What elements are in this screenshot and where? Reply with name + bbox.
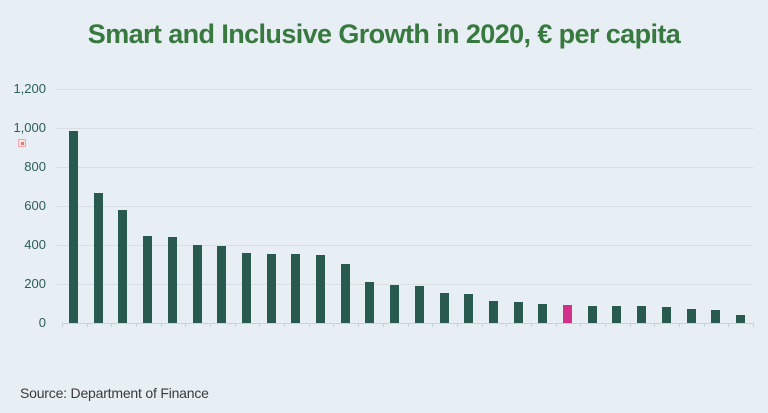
x-axis-tick [506,323,508,327]
x-axis-tick [284,323,286,327]
x-axis-tick [678,323,680,327]
bar-chart-plot-area [56,89,754,327]
gridline [56,89,753,90]
bar [241,253,251,323]
x-axis-tick [407,323,409,327]
chart-title: Smart and Inclusive Growth in 2020, € pe… [87,19,681,49]
y-axis-tick-label: 0 [38,315,46,330]
broken-image-glyph [20,141,24,145]
x-axis-tick [456,323,458,327]
gridline [56,128,753,129]
y-axis-tick-label: 600 [24,198,46,213]
x-axis-tick [308,323,310,327]
x-axis-tick [604,323,606,327]
x-axis-tick [234,323,236,327]
bar [587,306,597,323]
bar [735,315,745,323]
bar [266,254,276,323]
bar [488,301,498,323]
gridline [56,167,753,168]
gridline [56,284,753,285]
x-axis-tick [358,323,360,327]
bar [637,306,647,323]
bar-highlighted [563,305,572,323]
x-axis-tick [654,323,656,327]
gridline [56,245,753,246]
bar [340,264,350,323]
x-axis-tick [333,323,335,327]
bar [217,246,227,323]
y-axis-tick-label: 800 [24,159,46,174]
x-axis-tick [62,323,63,327]
bar [93,193,103,323]
x-axis-tick [728,323,730,327]
x-axis-tick [382,323,384,327]
bar [118,210,128,323]
bar [686,309,696,323]
x-axis-tick [210,323,212,327]
source-caption: Source: Department of Finance [20,385,209,401]
x-axis-tick [629,323,631,327]
bar [711,310,721,323]
x-axis-tick [259,323,261,327]
bar [414,286,424,323]
x-axis-tick [111,323,113,327]
bar [69,131,78,323]
bar [612,306,622,323]
bar [365,282,375,323]
x-axis-tick [555,323,557,327]
bar [513,302,523,323]
y-axis-tick-label: 200 [24,276,46,291]
y-axis-tick-label: 1,200 [13,81,46,96]
bar [464,294,474,323]
x-axis-tick [753,323,754,327]
bar [316,255,325,323]
bar [538,304,548,323]
bar [167,237,177,323]
bar [390,285,400,323]
x-axis-tick [136,323,138,327]
y-axis-tick-label: 1,000 [13,120,46,135]
x-axis-tick [580,323,582,327]
x-axis-tick [432,323,434,327]
x-axis-tick [530,323,532,327]
broken-image-icon [18,139,26,147]
x-axis-tick [185,323,187,327]
bar [143,236,153,323]
y-axis-tick-label: 400 [24,237,46,252]
x-axis-tick [86,323,88,327]
x-axis-tick [481,323,483,327]
gridline [56,206,753,207]
bar [439,293,449,323]
x-axis-tick [160,323,162,327]
bar [661,307,671,323]
x-axis-tick [703,323,705,327]
bar [192,245,202,323]
bar [291,254,301,323]
